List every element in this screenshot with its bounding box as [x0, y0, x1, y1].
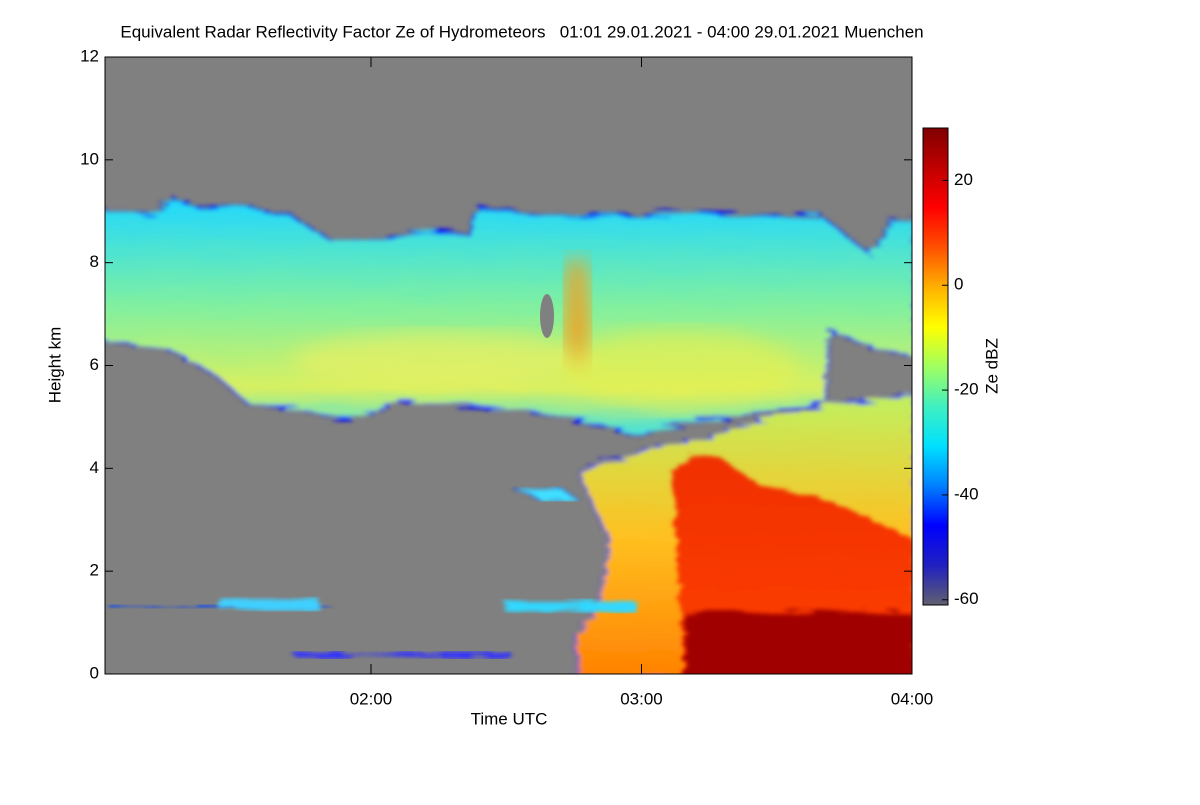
colorbar-tick-label: 20 [954, 170, 973, 189]
y-tick-label: 0 [90, 663, 99, 682]
colorbar-tick-label: -60 [954, 589, 979, 608]
y-tick-label: 6 [90, 355, 99, 374]
colorbar-scale [922, 127, 949, 606]
colorbar-tick-label: -20 [954, 380, 979, 399]
x-tick-label: 02:00 [350, 689, 393, 708]
x-axis-label: Time UTC [471, 709, 548, 728]
y-tick-label: 4 [90, 458, 99, 477]
y-tick-label: 8 [90, 252, 99, 271]
reflectivity-field [105, 57, 912, 674]
y-tick-label: 10 [80, 149, 99, 168]
colorbar-tick-label: -40 [954, 484, 979, 503]
colorbar-tick-label: 0 [954, 275, 963, 294]
x-tick-label: 04:00 [891, 689, 934, 708]
y-tick-label: 12 [80, 46, 99, 65]
colorbar: -60 -40 -20 0 20 [922, 127, 979, 608]
colorbar-label: Ze dBZ [982, 338, 1001, 394]
x-tick-label: 03:00 [620, 689, 663, 708]
y-axis-label: Height km [45, 327, 64, 404]
y-tick-label: 2 [90, 561, 99, 580]
chart-title: Equivalent Radar Reflectivity Factor Ze … [120, 22, 923, 41]
